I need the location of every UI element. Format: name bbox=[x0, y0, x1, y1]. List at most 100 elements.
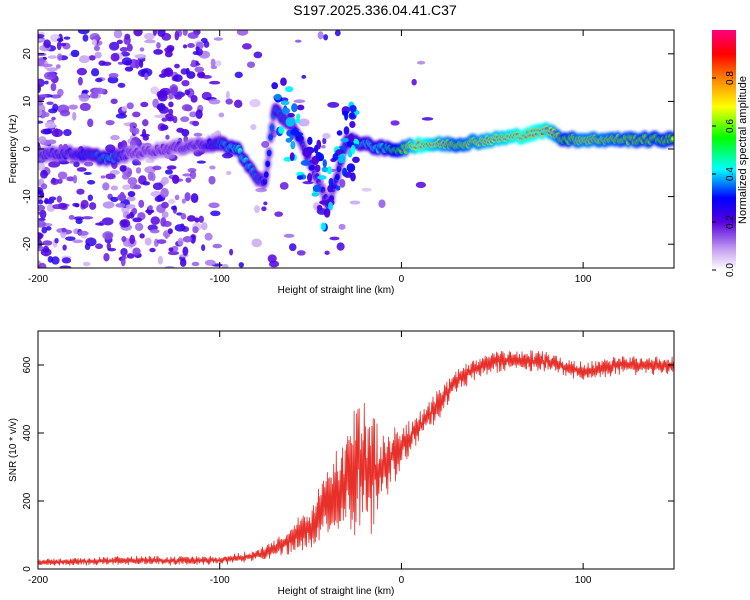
spectral-ridge-band bbox=[265, 160, 271, 168]
spectral-noise-blob bbox=[52, 204, 64, 210]
spectral-noise-blob bbox=[133, 184, 142, 190]
spectral-scatter-blob bbox=[321, 166, 329, 173]
spectral-noise-blob bbox=[81, 216, 94, 220]
spectral-noise-blob bbox=[142, 181, 151, 186]
spectral-noise-blob bbox=[168, 199, 176, 204]
spectral-noise-blob bbox=[193, 132, 203, 137]
spectral-noise-blob bbox=[415, 181, 427, 189]
spectral-noise-blob bbox=[329, 236, 340, 241]
spectral-noise-blob bbox=[38, 94, 48, 98]
spectral-scatter-blob bbox=[323, 208, 331, 218]
spectral-noise-blob bbox=[38, 217, 46, 222]
spectral-noise-blob bbox=[83, 171, 92, 176]
spectral-noise-blob bbox=[179, 258, 187, 267]
colorbar-tick-label: 0.0 bbox=[725, 263, 736, 277]
spectral-scatter-blob bbox=[274, 93, 282, 101]
spectral-noise-blob bbox=[327, 101, 340, 108]
spectral-noise-blob bbox=[38, 199, 44, 205]
spectral-noise-blob bbox=[182, 173, 193, 177]
spectral-noise-blob bbox=[157, 30, 166, 37]
y-tick-label: 10 bbox=[22, 95, 33, 107]
spectral-noise-blob bbox=[143, 32, 155, 40]
spectral-noise-blob bbox=[93, 87, 106, 95]
spectral-noise-blob bbox=[122, 184, 132, 190]
spectral-noise-blob bbox=[78, 55, 90, 64]
spectral-noise-blob bbox=[246, 61, 256, 68]
spectral-noise-blob bbox=[378, 199, 386, 209]
spectral-scatter-blob bbox=[337, 154, 346, 164]
spectral-noise-blob bbox=[62, 244, 67, 251]
spectral-noise-blob bbox=[194, 66, 205, 73]
spectral-noise-blob bbox=[234, 71, 243, 79]
spectral-noise-blob bbox=[182, 236, 193, 243]
spectral-noise-blob bbox=[129, 234, 136, 245]
spectral-scatter-blob bbox=[344, 112, 349, 121]
spectral-noise-blob bbox=[117, 82, 126, 88]
spectral-noise-blob bbox=[40, 169, 48, 179]
spectral-noise-blob bbox=[76, 167, 87, 172]
spectral-noise-blob bbox=[72, 202, 80, 207]
spectral-noise-blob bbox=[50, 94, 62, 99]
spectral-noise-blob bbox=[105, 173, 116, 180]
spectral-noise-blob bbox=[283, 233, 295, 238]
spectral-noise-blob bbox=[54, 237, 59, 244]
spectral-noise-blob bbox=[210, 58, 216, 67]
spectral-noise-blob bbox=[132, 207, 138, 215]
spectral-noise-blob bbox=[63, 36, 71, 40]
spectral-noise-blob bbox=[47, 55, 58, 59]
spectral-ridge-core bbox=[671, 137, 674, 141]
spectral-noise-blob bbox=[349, 200, 361, 205]
spectral-noise-blob bbox=[208, 175, 216, 185]
spectral-noise-blob bbox=[121, 57, 133, 66]
y-tick-label: 400 bbox=[22, 424, 33, 441]
spectral-scatter-blob bbox=[319, 200, 329, 205]
spectral-noise-blob bbox=[126, 214, 131, 220]
x-tick-label: -200 bbox=[28, 575, 48, 586]
colorbar-label: Normalized spectral amplitude bbox=[737, 76, 749, 224]
spectral-scatter-blob bbox=[336, 130, 343, 136]
spectral-noise-blob bbox=[222, 263, 229, 268]
spectral-scatter-blob bbox=[289, 152, 295, 162]
spectral-noise-blob bbox=[38, 232, 43, 241]
spectral-noise-blob bbox=[126, 196, 136, 202]
spectral-noise-blob bbox=[139, 60, 144, 68]
spectral-noise-blob bbox=[165, 169, 173, 175]
spectral-noise-blob bbox=[129, 126, 135, 133]
spectral-noise-blob bbox=[165, 134, 170, 140]
spectral-noise-blob bbox=[189, 111, 197, 118]
spectral-scatter-blob bbox=[350, 111, 355, 119]
x-tick-label: -100 bbox=[210, 274, 230, 285]
spectral-noise-blob bbox=[361, 187, 372, 192]
x-tick-label: -100 bbox=[210, 575, 230, 586]
spectral-noise-blob bbox=[54, 128, 59, 137]
colorbar-tick-label: 0.4 bbox=[725, 167, 736, 181]
spectral-scatter-blob bbox=[296, 113, 301, 121]
spectral-scatter-blob bbox=[289, 129, 300, 136]
spectral-noise-blob bbox=[126, 43, 133, 52]
spectral-scatter-blob bbox=[346, 163, 356, 173]
spectral-noise-blob bbox=[156, 42, 161, 49]
spectral-noise-blob bbox=[250, 123, 257, 131]
spectral-noise-blob bbox=[209, 80, 221, 85]
spectral-scatter-blob bbox=[348, 133, 355, 143]
spectral-noise-blob bbox=[152, 30, 158, 36]
spectral-noise-blob bbox=[56, 195, 63, 203]
spectral-noise-blob bbox=[317, 31, 324, 40]
spectral-noise-blob bbox=[121, 105, 128, 112]
spectral-noise-blob bbox=[70, 49, 80, 58]
spectral-noise-blob bbox=[65, 236, 76, 241]
spectral-noise-blob bbox=[103, 252, 110, 262]
spectral-noise-blob bbox=[57, 171, 68, 180]
spectral-noise-blob bbox=[132, 247, 141, 256]
spectral-noise-blob bbox=[77, 230, 89, 236]
spectral-noise-blob bbox=[46, 67, 58, 72]
spectrogram-heatmap bbox=[38, 30, 674, 268]
spectral-noise-blob bbox=[93, 45, 100, 52]
spectral-noise-blob bbox=[225, 98, 233, 105]
spectral-scatter-blob bbox=[306, 173, 313, 183]
spectral-noise-blob bbox=[263, 201, 268, 206]
spectral-noise-blob bbox=[221, 152, 234, 159]
spectral-noise-blob bbox=[59, 109, 71, 117]
spectral-noise-blob bbox=[38, 262, 47, 268]
spectral-noise-blob bbox=[38, 38, 47, 42]
